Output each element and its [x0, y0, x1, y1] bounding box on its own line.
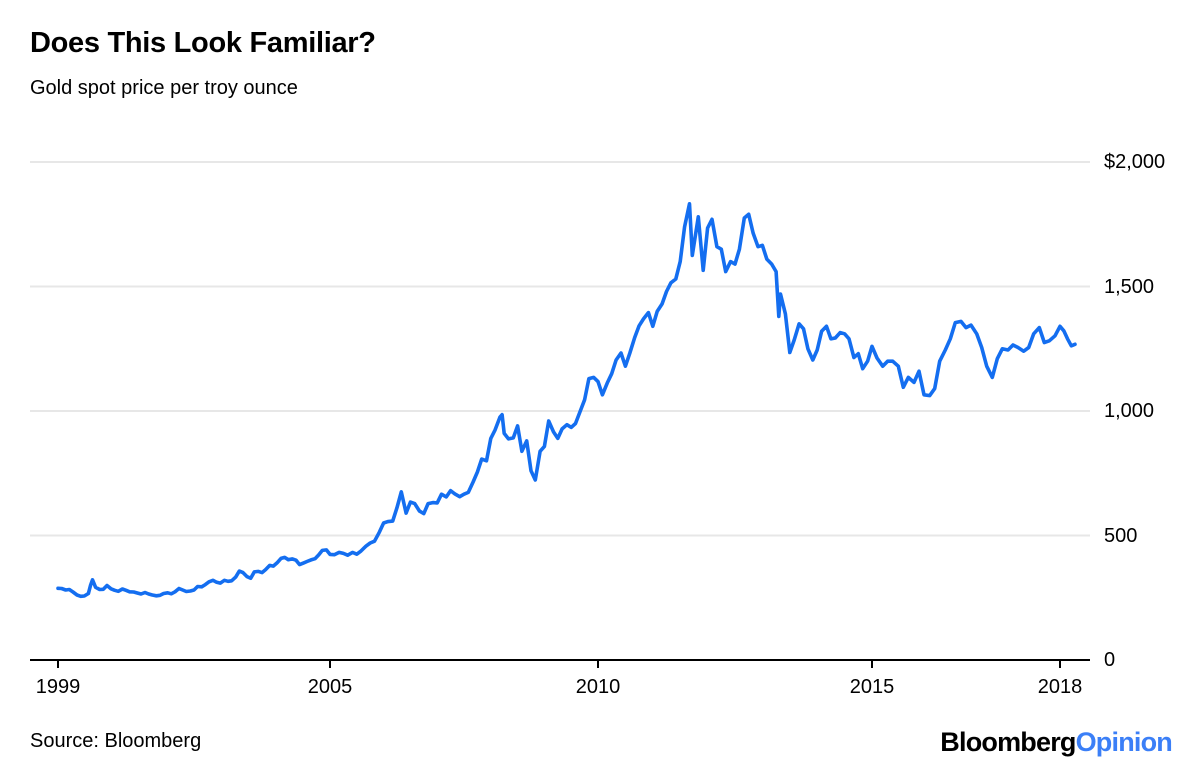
x-axis-label: 1999 [35, 676, 81, 698]
y-axis-label: 1,000 [1104, 400, 1155, 422]
logo-brand: Bloomberg [940, 727, 1076, 757]
x-axis-label: 2005 [307, 676, 353, 698]
y-axis-label: $2,000 [1104, 151, 1166, 173]
chart-subtitle: Gold spot price per troy ounce [30, 77, 298, 99]
x-axis-label: 2010 [575, 676, 621, 698]
x-axis-label: 2015 [849, 676, 895, 698]
gold-price-line [56, 202, 1077, 599]
logo-section: Opinion [1075, 727, 1173, 757]
x-axis-label: 2018 [1037, 676, 1083, 698]
y-axis-label: 1,500 [1104, 275, 1155, 298]
source-note: Source: Bloomberg [30, 730, 202, 752]
y-axis-label: 500 [1104, 524, 1138, 547]
page-title: Does This Look Familiar? [30, 27, 376, 59]
y-axis-label: 0 [1104, 649, 1116, 671]
bloomberg-opinion-logo: BloombergOpinion [940, 727, 1173, 758]
